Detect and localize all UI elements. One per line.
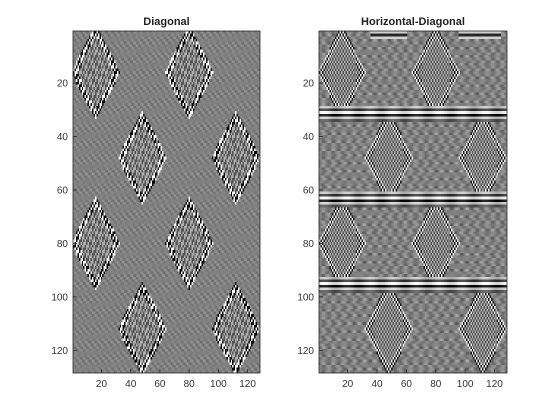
x-axis-horizontal-diagonal: 20 40 60 80 100 120 [342, 369, 503, 390]
y-tick-label: 100 [297, 292, 314, 303]
x-tick-label: 40 [371, 379, 383, 390]
heatmap-diagonal: Diagonal 20 40 60 80 100 120 20 40 60 80 100 120 [51, 16, 261, 390]
x-axis-diagonal: 20 40 60 80 100 120 [96, 369, 256, 390]
x-tick-label: 40 [125, 379, 137, 390]
x-tick-label: 100 [210, 379, 227, 390]
x-tick-label: 100 [457, 379, 474, 390]
y-axis-diagonal: 20 40 60 80 100 120 [51, 79, 77, 357]
y-tick-label: 60 [303, 185, 315, 196]
x-tick-label: 80 [430, 379, 442, 390]
axes-frame-diagonal [72, 30, 261, 374]
y-tick-label: 120 [297, 346, 314, 357]
x-tick-label: 60 [401, 379, 413, 390]
heatmap-image-diagonal [73, 31, 260, 373]
y-tick-label: 80 [303, 239, 315, 250]
x-tick-label: 120 [239, 379, 256, 390]
y-tick-label: 20 [303, 79, 315, 90]
heatmap-pixels [319, 31, 507, 373]
axes-frame-horizontal-diagonal [318, 30, 508, 374]
y-tick-label: 60 [57, 185, 69, 196]
heatmap-horizontal-diagonal: Horizontal-Diagonal 20 40 60 80 100 120 20 40 6… [297, 16, 508, 390]
x-tick-label: 80 [184, 379, 196, 390]
y-axis-horizontal-diagonal: 20 40 60 80 100 120 [297, 79, 323, 357]
y-tick-label: 100 [51, 292, 68, 303]
chart-title-horizontal-diagonal: Horizontal-Diagonal [361, 16, 465, 28]
x-tick-label: 120 [486, 379, 503, 390]
y-tick-label: 40 [303, 132, 315, 143]
y-tick-label: 20 [57, 79, 69, 90]
heatmap-pixels [73, 31, 260, 373]
x-tick-label: 60 [154, 379, 166, 390]
x-tick-label: 20 [342, 379, 354, 390]
y-tick-label: 80 [57, 239, 69, 250]
heatmap-image-horizontal-diagonal [319, 31, 507, 373]
x-tick-label: 20 [96, 379, 108, 390]
y-tick-label: 120 [51, 346, 68, 357]
chart-title-diagonal: Diagonal [143, 16, 189, 28]
y-tick-label: 40 [57, 132, 69, 143]
